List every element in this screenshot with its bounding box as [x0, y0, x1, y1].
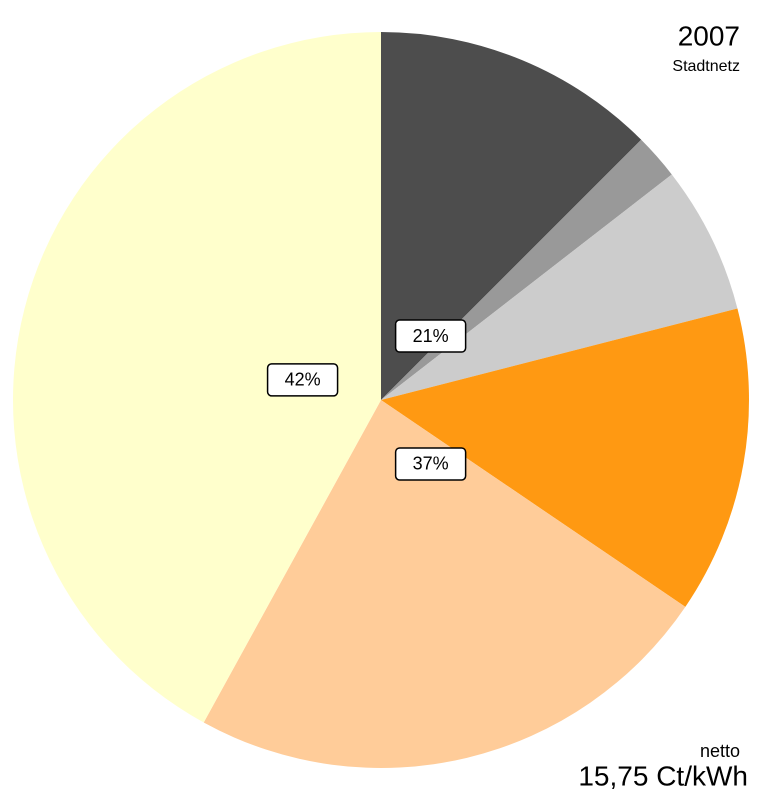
label-box: [394, 447, 467, 481]
pie-slice: [13, 32, 382, 723]
annotation: 15,75 Ct/kWh: [578, 760, 748, 791]
label-box: [394, 319, 467, 353]
chart-title: 2007: [678, 20, 740, 51]
pie-slice: [203, 400, 686, 768]
pie-slice: [381, 308, 750, 607]
data-label: 21%: [413, 326, 449, 346]
chart-subtitle: Stadtnetz: [672, 58, 740, 75]
data-label: 37%: [413, 454, 449, 474]
annotation: netto: [700, 741, 740, 761]
pie-slice: [381, 32, 642, 400]
data-label: 42%: [285, 370, 321, 390]
pie-slice: [381, 174, 738, 400]
label-box: [266, 363, 339, 397]
